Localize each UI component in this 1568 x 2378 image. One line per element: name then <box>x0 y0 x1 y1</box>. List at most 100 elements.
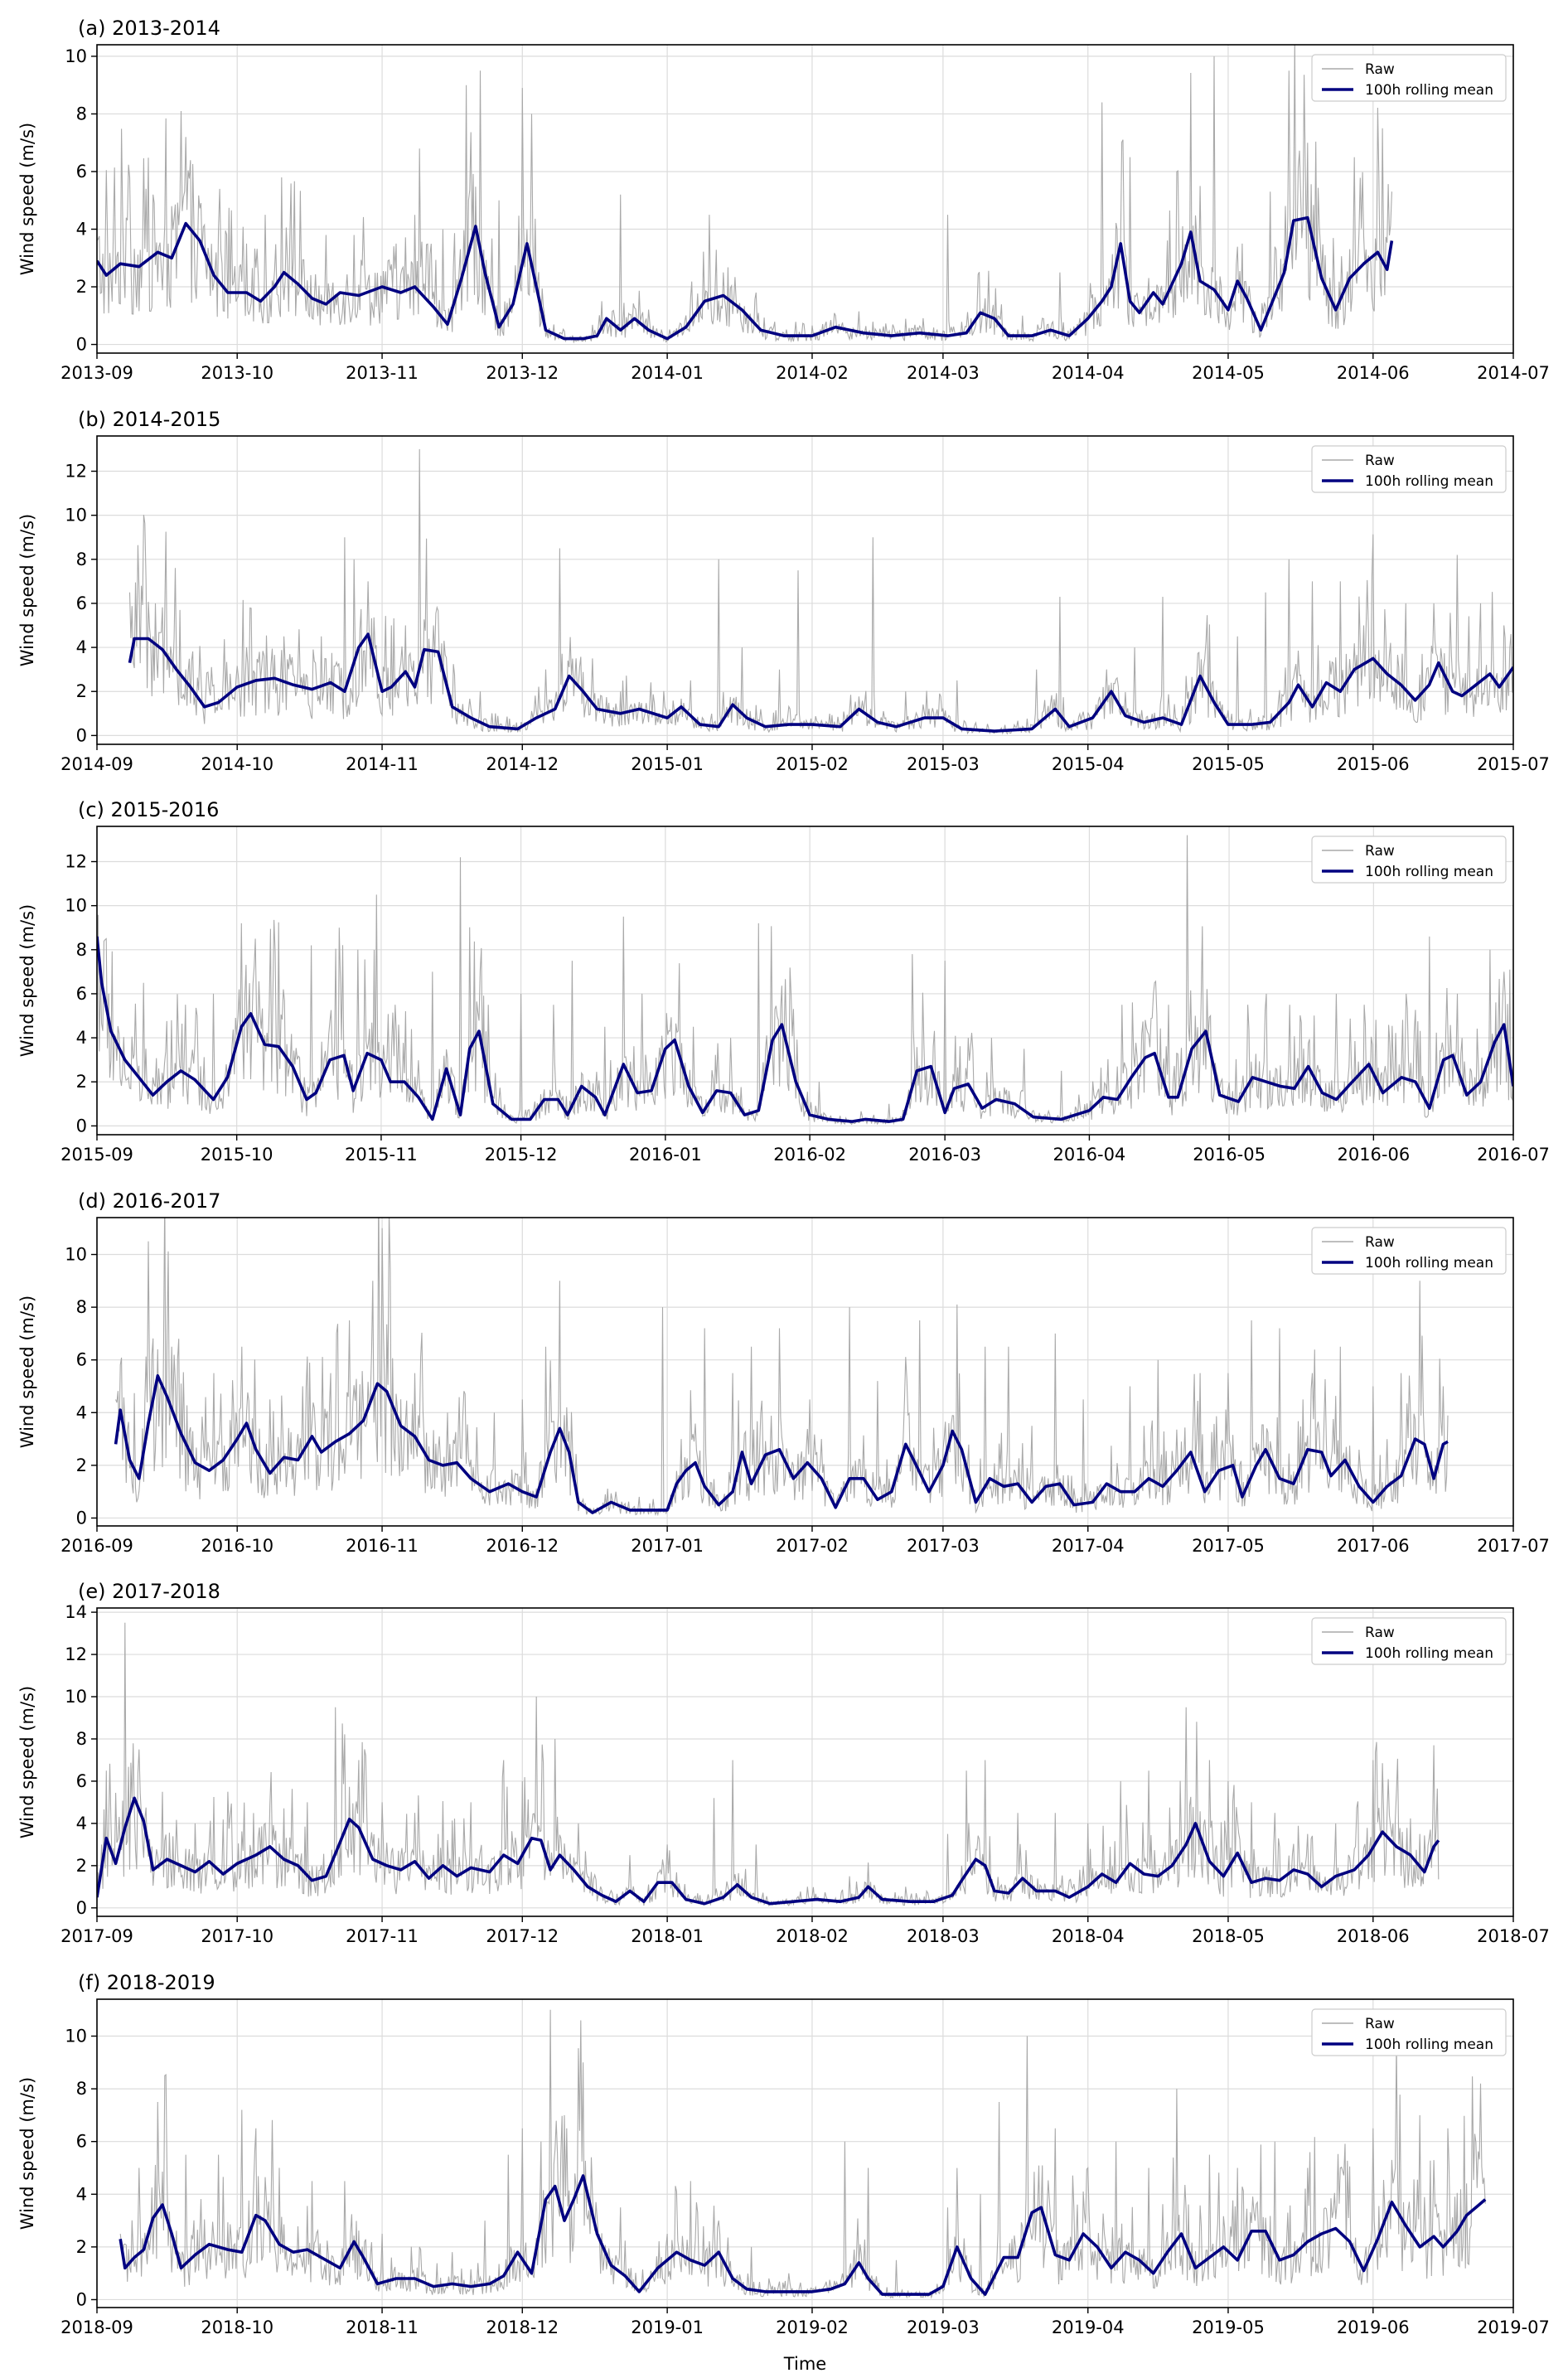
x-tick-label: 2014-11 <box>346 754 419 774</box>
plot-frame <box>96 44 1514 354</box>
rolling-mean-line <box>97 1796 1440 1906</box>
legend-box <box>1311 835 1507 884</box>
rolling-mean-line <box>97 216 1394 341</box>
y-tick-label: 8 <box>76 940 87 960</box>
x-tick-label: 2014-04 <box>1052 363 1125 383</box>
y-tick-label: 6 <box>76 1350 87 1370</box>
x-tick-label: 2014-05 <box>1192 363 1265 383</box>
y-axis-label: Wind speed (m/s) <box>17 1686 37 1838</box>
legend-raw-label: Raw <box>1365 61 1395 78</box>
raw-series-line <box>119 2009 1486 2299</box>
x-tick-label: 2015-01 <box>631 754 704 774</box>
plot-frame <box>96 1998 1514 2308</box>
x-tick-label: 2017-07 <box>1477 1536 1550 1556</box>
legend-box <box>1311 1227 1507 1275</box>
grid <box>96 1218 1514 1526</box>
x-tick-label: 2017-01 <box>631 1536 704 1556</box>
x-tick-label: 2014-03 <box>907 363 980 383</box>
legend-mean-label: 100h rolling mean <box>1365 82 1493 99</box>
chart-panel: 2015-09 2015-10 2015-11 2015-12 2016-01 2016-… <box>17 798 1550 1165</box>
y-tick-label: 2 <box>76 1856 87 1876</box>
x-tick-label: 2015-07 <box>1477 754 1550 774</box>
grid <box>96 436 1514 744</box>
y-tick-label: 12 <box>65 462 87 482</box>
x-tick-label: 2015-09 <box>60 1145 133 1165</box>
legend-box <box>1311 1617 1507 1665</box>
y-tick-label: 2 <box>76 277 87 297</box>
panel-title: (f) 2018-2019 <box>78 1971 215 1994</box>
y-tick-label: 4 <box>76 1402 87 1422</box>
x-tick-label: 2015-04 <box>1052 754 1125 774</box>
x-tick-label: 2018-09 <box>60 2317 133 2337</box>
x-tick-label: 2017-03 <box>907 1536 980 1556</box>
x-tick-label: 2016-02 <box>773 1145 846 1165</box>
legend: Raw 100h rolling mean <box>1311 445 1507 493</box>
x-tick-label: 2016-04 <box>1053 1145 1126 1165</box>
x-tick-label: 2018-04 <box>1052 1926 1125 1946</box>
legend-mean-label: 100h rolling mean <box>1365 1255 1493 1271</box>
y-axis-label: Wind speed (m/s) <box>17 2077 37 2230</box>
raw-series-line <box>97 45 1392 344</box>
panel-title: (e) 2017-2018 <box>78 1580 220 1603</box>
y-tick-label: 6 <box>76 593 87 613</box>
x-tick-label: 2017-04 <box>1052 1536 1125 1556</box>
y-tick-label: 4 <box>76 637 87 657</box>
x-tick-label: 2017-11 <box>346 1926 419 1946</box>
rolling-mean-line <box>128 632 1513 733</box>
y-tick-label: 0 <box>76 1898 87 1918</box>
y-tick-label: 14 <box>65 1602 87 1622</box>
x-tick-label: 2018-10 <box>201 2317 273 2337</box>
y-tick-label: 6 <box>76 2132 87 2152</box>
x-tick-label: 2016-05 <box>1193 1145 1266 1165</box>
rolling-mean-line <box>119 2174 1487 2296</box>
panel-title: (b) 2014-2015 <box>78 408 220 431</box>
x-tick-label: 2015-10 <box>201 1145 273 1165</box>
y-tick-label: 10 <box>65 1245 87 1265</box>
raw-series-line <box>97 835 1513 1126</box>
x-tick-label: 2018-02 <box>776 1926 849 1946</box>
chart-panel: 2017-09 2017-10 2017-11 2017-12 2018-01 2018-… <box>17 1580 1550 1946</box>
x-tick-label: 2018-05 <box>1192 1926 1265 1946</box>
y-tick-label: 4 <box>76 2184 87 2204</box>
plot-frame <box>96 435 1514 745</box>
legend-box <box>1311 2008 1507 2056</box>
x-tick-label: 2016-06 <box>1337 1145 1410 1165</box>
legend-raw-label: Raw <box>1365 1234 1395 1251</box>
y-tick-label: 10 <box>65 46 87 66</box>
plot-frame <box>96 826 1514 1136</box>
y-tick-label: 10 <box>65 2027 87 2046</box>
legend-raw-label: Raw <box>1365 2016 1395 2032</box>
panel-title: (a) 2013-2014 <box>78 17 220 40</box>
rolling-mean-line <box>114 1374 1449 1514</box>
legend-box <box>1311 54 1507 102</box>
y-tick-label: 0 <box>76 1116 87 1136</box>
y-tick-label: 0 <box>76 1508 87 1528</box>
x-tick-label: 2015-03 <box>907 754 980 774</box>
raw-series-line <box>97 1622 1440 1907</box>
x-tick-label: 2019-03 <box>907 2317 980 2337</box>
x-tick-label: 2016-11 <box>346 1536 419 1556</box>
x-tick-label: 2016-09 <box>60 1536 133 1556</box>
x-tick-label: 2018-11 <box>346 2317 419 2337</box>
y-tick-label: 12 <box>65 1644 87 1664</box>
y-tick-label: 0 <box>76 335 87 355</box>
y-tick-label: 10 <box>65 1687 87 1707</box>
x-tick-label: 2019-01 <box>631 2317 704 2337</box>
y-tick-label: 8 <box>76 104 87 124</box>
x-tick-label: 2014-01 <box>631 363 704 383</box>
chart-panel: 2013-09 2013-10 2013-11 2013-12 2014-01 2014-… <box>17 17 1550 383</box>
x-tick-label: 2017-02 <box>776 1536 849 1556</box>
legend: Raw 100h rolling mean <box>1311 835 1507 884</box>
chart-panel: 2016-09 2016-10 2016-11 2016-12 2017-01 2017-… <box>17 1189 1550 1556</box>
x-tick-label: 2014-12 <box>486 754 559 774</box>
grid <box>96 826 1514 1135</box>
x-axis-label: Time <box>783 2354 826 2374</box>
x-tick-label: 2014-07 <box>1477 363 1550 383</box>
legend-raw-label: Raw <box>1365 453 1395 469</box>
panel-title: (d) 2016-2017 <box>78 1189 220 1213</box>
y-tick-label: 8 <box>76 2079 87 2099</box>
panel-title: (c) 2015-2016 <box>78 798 219 821</box>
legend-raw-label: Raw <box>1365 843 1395 860</box>
x-tick-label: 2016-12 <box>486 1536 559 1556</box>
